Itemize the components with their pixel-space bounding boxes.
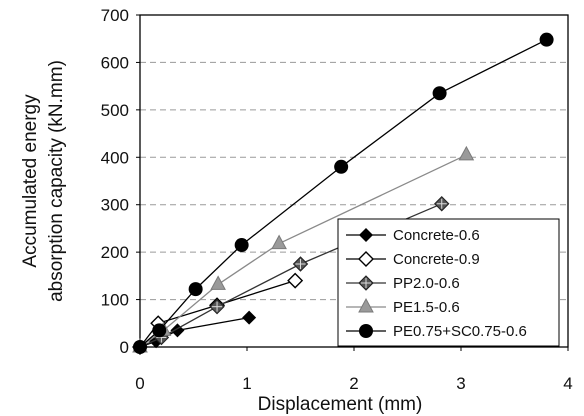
legend-label-1: Concrete-0.9 [393, 251, 480, 268]
x-axis-title: Displacement (mm) [258, 394, 423, 415]
legend-marker-0 [359, 228, 373, 242]
x-tick-label-4: 4 [563, 374, 572, 393]
legend-item-3: PE1.5-0.6 [346, 297, 460, 316]
x-tick-label-1: 1 [242, 374, 251, 393]
data-point-2-3 [292, 256, 309, 272]
data-point-3-3 [271, 234, 287, 250]
y-axis-title-line-2: absorption capacity (kN.mm) [46, 60, 67, 302]
y-tick-label-500: 500 [101, 101, 129, 120]
y-tick-label-300: 300 [101, 196, 129, 215]
y-tick-label-600: 600 [101, 53, 129, 72]
data-point-4-3 [234, 238, 249, 253]
data-point-3-4 [458, 145, 475, 161]
data-point-3-2 [210, 275, 226, 290]
data-point-4-5 [432, 86, 447, 101]
legend: Concrete-0.6 Concrete-0.9 PP2.0-0.6 PE1.5-0… [337, 218, 560, 347]
data-point-1-3 [287, 272, 304, 289]
legend-item-1: Concrete-0.9 [346, 251, 480, 268]
legend-item-4: PE0.75+SC0.75-0.6 [346, 323, 527, 340]
y-tick-label-200: 200 [101, 243, 129, 262]
axis-ticks: 0 100 200 300 400 500 600 700 0 1 2 3 4 [101, 6, 573, 393]
legend-items: Concrete-0.6 Concrete-0.9 PP2.0-0.6 PE1.5-0… [346, 227, 527, 340]
series-layer [132, 32, 554, 355]
legend-marker-4 [359, 324, 373, 338]
series-4 [133, 32, 554, 354]
y-tick-label-400: 400 [101, 148, 129, 167]
x-tick-label-2: 2 [349, 374, 358, 393]
series-line-1 [139, 279, 296, 348]
data-point-4-0 [133, 340, 147, 354]
legend-marker-3 [358, 297, 374, 313]
legend-label-3: PE1.5-0.6 [393, 299, 460, 316]
legend-label-2: PP2.0-0.6 [393, 275, 460, 292]
data-point-4-4 [334, 159, 349, 174]
legend-label-4: PE0.75+SC0.75-0.6 [393, 323, 527, 340]
data-point-2-4 [434, 196, 450, 212]
y-tick-label-700: 700 [101, 6, 129, 25]
legend-item-2: PP2.0-0.6 [346, 275, 460, 292]
legend-marker-2 [358, 275, 374, 291]
x-tick-label-0: 0 [135, 374, 144, 393]
data-point-4-2 [188, 282, 203, 297]
data-point-4-6 [539, 32, 554, 47]
x-tick-label-3: 3 [456, 374, 465, 393]
y-tick-label-0: 0 [120, 338, 129, 357]
data-point-0-3 [242, 310, 257, 325]
y-tick-label-100: 100 [101, 291, 129, 310]
y-axis-title-line-1: Accumulated energy [20, 94, 41, 268]
data-point-2-2 [209, 298, 225, 315]
legend-label-0: Concrete-0.6 [393, 227, 480, 244]
data-point-4-1 [152, 323, 167, 338]
legend-marker-1 [358, 251, 374, 267]
legend-item-0: Concrete-0.6 [346, 227, 480, 244]
